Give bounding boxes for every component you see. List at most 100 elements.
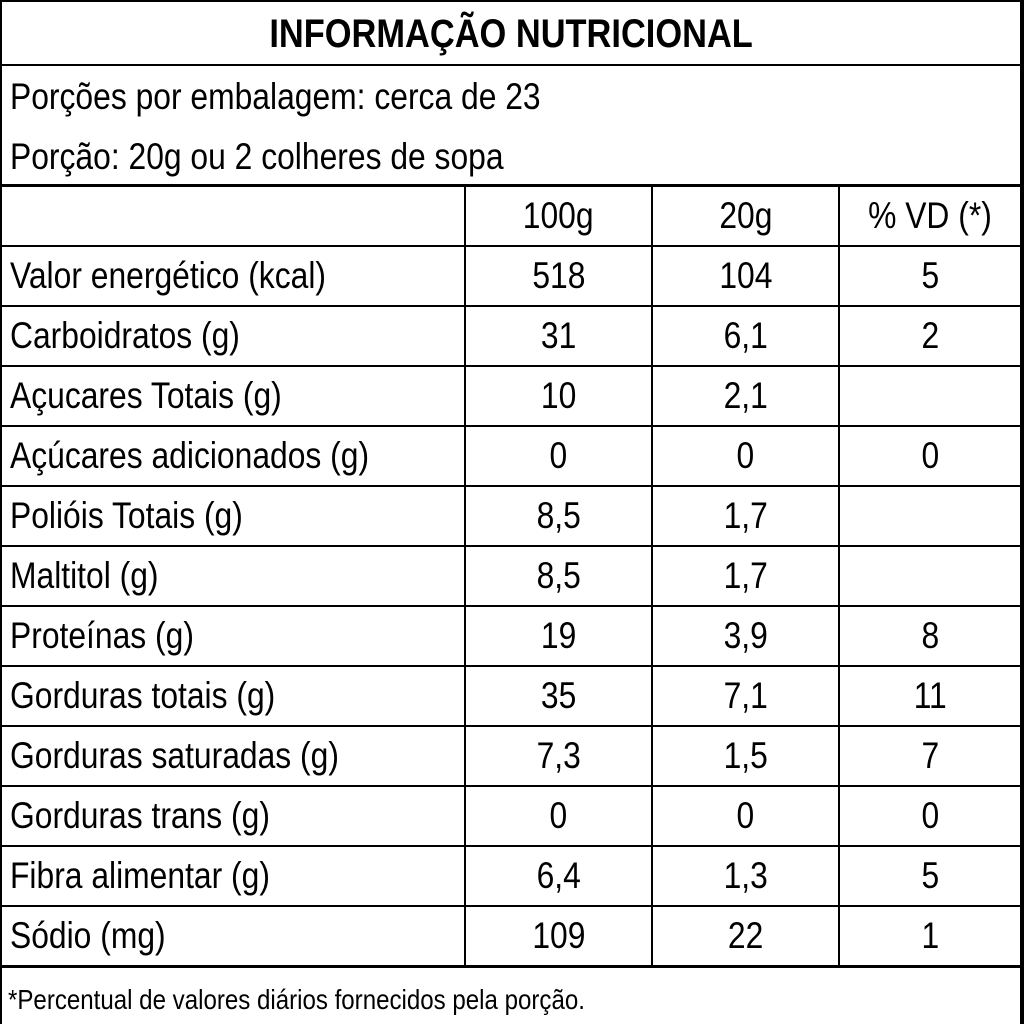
value-20g-text: 22 <box>727 915 764 956</box>
nutrient-name-cell: Polióis Totais (g) <box>2 486 465 547</box>
value-20g-text: 3,9 <box>723 615 768 656</box>
nutrient-name-cell: Gorduras trans (g) <box>2 786 465 847</box>
value-100g-cell: 19 <box>464 606 652 667</box>
table-row: Proteínas (g) 19 3,9 8 <box>2 606 1020 667</box>
value-20g-cell: 7,1 <box>651 666 839 727</box>
value-100g-cell: 8,5 <box>464 486 652 547</box>
value-100g-text: 109 <box>531 915 586 956</box>
value-vd-cell <box>838 366 1020 427</box>
value-100g-text: 10 <box>540 375 577 416</box>
nutrient-name-text: Carboidratos (g) <box>10 315 240 356</box>
nutrient-name-text: Gorduras trans (g) <box>10 795 270 836</box>
info-divider <box>2 184 1020 187</box>
nutrient-name-text: Fibra alimentar (g) <box>10 855 270 896</box>
value-100g-cell: 518 <box>464 246 652 307</box>
value-vd-text: 11 <box>913 675 947 716</box>
nutrient-name-cell: Açúcares adicionados (g) <box>2 426 465 487</box>
value-20g-text: 1,3 <box>723 855 768 896</box>
nutrient-name-text: Polióis Totais (g) <box>10 495 243 536</box>
value-20g-cell: 1,3 <box>651 846 839 907</box>
value-20g-cell: 1,5 <box>651 726 839 787</box>
header-vd: % VD (*) <box>838 187 1020 247</box>
value-100g-cell: 109 <box>464 906 652 968</box>
value-vd-text: 5 <box>921 855 939 896</box>
value-20g-cell: 1,7 <box>651 546 839 607</box>
servings-per-package: Porções por embalagem: cerca de 23 <box>10 76 627 118</box>
table-row: Valor energético (kcal) 518 104 5 <box>2 246 1020 307</box>
value-20g-text: 0 <box>736 795 755 836</box>
table-row: Gorduras trans (g) 0 0 0 <box>2 786 1020 847</box>
nutrient-name-cell: Maltitol (g) <box>2 546 465 607</box>
value-vd-text: 2 <box>921 315 939 356</box>
value-100g-text: 518 <box>531 255 586 296</box>
header-100g: 100g <box>464 187 652 247</box>
value-100g-cell: 8,5 <box>464 546 652 607</box>
value-20g-cell: 104 <box>651 246 839 307</box>
value-vd-cell: 7 <box>838 726 1020 787</box>
value-100g-text: 7,3 <box>536 735 581 776</box>
value-vd-cell: 5 <box>838 846 1020 907</box>
nutrient-name-text: Açúcares adicionados (g) <box>10 435 370 476</box>
header-20g-text: 20g <box>718 195 773 236</box>
label-title-text: INFORMAÇÃO NUTRICIONAL <box>269 12 753 56</box>
table-row: Maltitol (g) 8,5 1,7 <box>2 546 1020 607</box>
table-row: Fibra alimentar (g) 6,4 1,3 5 <box>2 846 1020 907</box>
table-row: Sódio (mg) 109 22 1 <box>2 906 1020 968</box>
nutrient-name-cell: Gorduras saturadas (g) <box>2 726 465 787</box>
nutrient-name-text: Proteínas (g) <box>10 615 194 656</box>
value-20g-text: 6,1 <box>723 315 768 356</box>
nutrient-name-cell: Fibra alimentar (g) <box>2 846 465 907</box>
header-vd-text: % VD (*) <box>868 195 992 236</box>
nutrient-name-text: Valor energético (kcal) <box>10 255 326 296</box>
value-20g-text: 104 <box>718 255 773 296</box>
value-100g-cell: 0 <box>464 426 652 487</box>
serving-size-text: Porção: 20g ou 2 colheres de sopa <box>10 136 504 177</box>
value-vd-text: 0 <box>921 795 939 836</box>
value-100g-cell: 7,3 <box>464 726 652 787</box>
value-20g-cell: 0 <box>651 426 839 487</box>
nutrient-name-cell: Sódio (mg) <box>2 906 465 968</box>
value-100g-cell: 31 <box>464 306 652 367</box>
nutrient-name-cell: Carboidratos (g) <box>2 306 465 367</box>
nutrient-name-cell: Proteínas (g) <box>2 606 465 667</box>
nutrient-name-cell: Açucares Totais (g) <box>2 366 465 427</box>
serving-size: Porção: 20g ou 2 colheres de sopa <box>10 136 584 178</box>
footnote-text: *Percentual de valores diários fornecido… <box>8 984 585 1015</box>
table-row: Gorduras totais (g) 35 7,1 11 <box>2 666 1020 727</box>
value-20g-cell: 22 <box>651 906 839 968</box>
value-20g-cell: 3,9 <box>651 606 839 667</box>
label-title: INFORMAÇÃO NUTRICIONAL <box>2 2 1020 66</box>
value-20g-cell: 6,1 <box>651 306 839 367</box>
value-20g-cell: 1,7 <box>651 486 839 547</box>
nutrient-name-text: Maltitol (g) <box>10 555 159 596</box>
value-100g-text: 35 <box>540 675 577 716</box>
value-vd-text: 0 <box>921 435 939 476</box>
value-20g-text: 2,1 <box>723 375 768 416</box>
value-20g-text: 1,5 <box>723 735 768 776</box>
table-row: Polióis Totais (g) 8,5 1,7 <box>2 486 1020 547</box>
value-vd-cell: 5 <box>838 246 1020 307</box>
header-100g-text: 100g <box>523 195 594 236</box>
value-100g-text: 19 <box>540 615 577 656</box>
footnote: *Percentual de valores diários fornecido… <box>8 984 679 1016</box>
nutrient-name-text: Gorduras saturadas (g) <box>10 735 339 776</box>
nutrition-table-body: Valor energético (kcal) 518 104 5 Carboidrat… <box>2 246 1020 968</box>
value-vd-cell: 11 <box>838 666 1020 727</box>
value-100g-text: 0 <box>549 435 568 476</box>
nutrient-name-cell: Gorduras totais (g) <box>2 666 465 727</box>
table-row: Gorduras saturadas (g) 7,3 1,5 7 <box>2 726 1020 787</box>
value-20g-text: 0 <box>736 435 755 476</box>
value-vd-cell: 0 <box>838 786 1020 847</box>
nutrient-name-text: Gorduras totais (g) <box>10 675 276 716</box>
value-vd-cell: 1 <box>838 906 1020 968</box>
value-vd-text: 8 <box>921 615 939 656</box>
value-vd-cell: 2 <box>838 306 1020 367</box>
value-100g-text: 31 <box>540 315 577 356</box>
value-20g-cell: 2,1 <box>651 366 839 427</box>
value-vd-cell: 0 <box>838 426 1020 487</box>
value-vd-text: 5 <box>921 255 939 296</box>
table-row: Açucares Totais (g) 10 2,1 <box>2 366 1020 427</box>
value-100g-text: 0 <box>549 795 568 836</box>
nutrient-name-text: Sódio (mg) <box>10 915 166 956</box>
